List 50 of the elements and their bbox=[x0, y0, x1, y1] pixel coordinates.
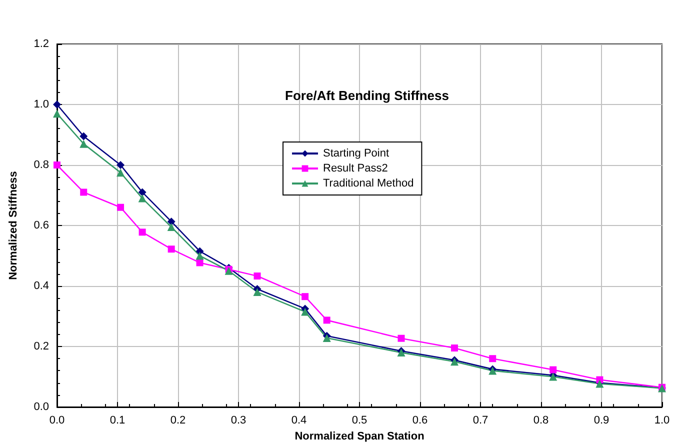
point bbox=[138, 194, 146, 202]
point bbox=[550, 366, 557, 374]
x-tick-label: 0.9 bbox=[594, 414, 610, 426]
x-tick-label: 0.3 bbox=[230, 414, 246, 426]
x-tick-label: 0.4 bbox=[291, 414, 307, 426]
y-tick-label: 0.4 bbox=[34, 280, 49, 292]
text: Fore/Aft Bending Stiffness bbox=[285, 88, 449, 103]
point bbox=[116, 161, 125, 169]
x-tick-label: 0.2 bbox=[170, 414, 186, 426]
y-axis-title: Normalized Stiffness bbox=[8, 171, 20, 280]
y-tick-label: 0.6 bbox=[34, 220, 49, 232]
point bbox=[80, 132, 88, 140]
point bbox=[53, 110, 61, 118]
point bbox=[302, 293, 309, 300]
y-tick-label: 0.0 bbox=[34, 401, 49, 413]
point bbox=[450, 344, 458, 352]
point bbox=[117, 204, 124, 211]
x-tick-label: 0.8 bbox=[533, 414, 549, 426]
x-axis-title: Normalized Span Station bbox=[294, 430, 425, 442]
point bbox=[116, 168, 125, 177]
legend-label: Result Pass2 bbox=[323, 162, 388, 174]
point bbox=[53, 100, 61, 108]
y-tick-label: 0.8 bbox=[34, 159, 49, 171]
point bbox=[301, 308, 310, 316]
y-tick-label: 0.2 bbox=[34, 340, 49, 352]
point bbox=[253, 288, 262, 296]
x-tick-label: 0.7 bbox=[472, 414, 488, 426]
point bbox=[168, 246, 175, 253]
point bbox=[489, 355, 496, 362]
point bbox=[54, 162, 60, 168]
x-tick-label: 0.6 bbox=[412, 414, 428, 426]
point bbox=[322, 334, 331, 342]
legend-label: Traditional Method bbox=[323, 178, 414, 190]
x-tick-label: 0.1 bbox=[110, 414, 126, 426]
point bbox=[254, 272, 261, 280]
y-tick-label: 1.0 bbox=[34, 98, 49, 110]
y-tick-label: 1.2 bbox=[34, 38, 49, 50]
point bbox=[323, 316, 330, 324]
point bbox=[167, 223, 176, 232]
point bbox=[167, 218, 176, 226]
point bbox=[138, 228, 146, 236]
x-tick-label: 0.5 bbox=[352, 414, 368, 426]
x-tick-label: 0.0 bbox=[49, 414, 65, 426]
x-tick-label: 1.0 bbox=[654, 414, 670, 426]
point bbox=[80, 188, 88, 196]
point bbox=[138, 188, 146, 196]
point bbox=[80, 140, 88, 148]
point bbox=[196, 252, 204, 260]
point bbox=[398, 334, 405, 342]
legend-label: Starting Point bbox=[323, 148, 390, 160]
